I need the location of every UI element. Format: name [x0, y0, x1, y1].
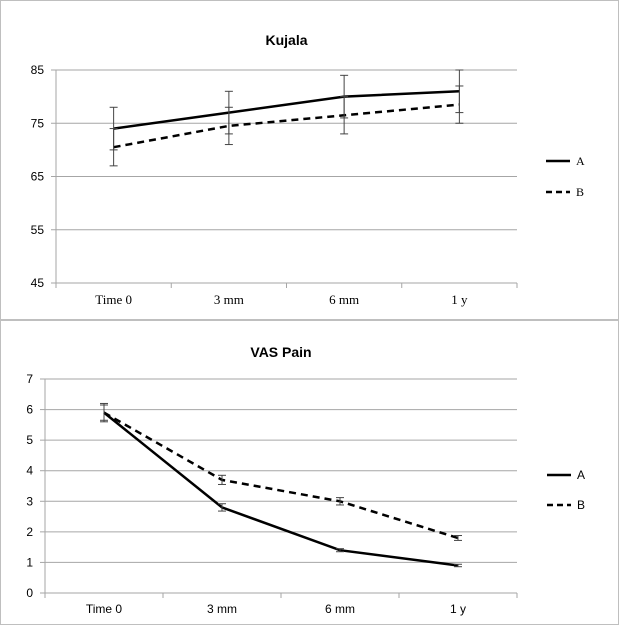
- vas-pain-chart-svg: VAS Pain 0 1 2 3 4 5 6 7 Time 0 3 mm 6 mm 1 y A B: [0, 320, 619, 625]
- vas-ytick-label-4: 4: [26, 464, 33, 478]
- kujala-ytick-label-55: 55: [31, 223, 45, 237]
- vas-ytick-label-5: 5: [26, 433, 33, 447]
- vas-frame: [0, 320, 619, 625]
- vas-xtick-label-0: Time 0: [86, 602, 123, 616]
- vas-legend-label-B: B: [577, 498, 585, 512]
- kujala-ytick-label-45: 45: [31, 276, 45, 290]
- kujala-chart: Kujala 45 55 65 75 85 Time 0 3 mm 6 mm 1 y A B: [0, 0, 619, 320]
- vas-xtick-label-3: 1 y: [450, 602, 466, 616]
- kujala-xtick-label-3: 1 y: [451, 292, 468, 307]
- vas-legend-label-A: A: [577, 468, 585, 482]
- kujala-series-B-line: [113, 103, 460, 149]
- vas-ytick-label-2: 2: [26, 525, 33, 539]
- kujala-chart-svg: Kujala 45 55 65 75 85 Time 0 3 mm 6 mm 1 y A B: [0, 0, 619, 320]
- kujala-xtick-label-0: Time 0: [95, 292, 132, 307]
- vas-ytick-label-1: 1: [26, 555, 33, 569]
- vas-ytick-label-7: 7: [26, 372, 33, 386]
- kujala-xtick-label-1: 3 mm: [214, 292, 244, 307]
- kujala-legend-label-B: B: [576, 185, 584, 199]
- vas-ytick-label-0: 0: [26, 586, 33, 600]
- kujala-series-A-line: [113, 90, 460, 130]
- kujala-ytick-label-85: 85: [31, 63, 45, 77]
- vas-ytick-label-3: 3: [26, 494, 33, 508]
- kujala-ytick-label-75: 75: [31, 116, 45, 130]
- vas-series-B-line: [103, 411, 459, 540]
- kujala-ytick-label-65: 65: [31, 170, 45, 184]
- kujala-legend-label-A: A: [576, 154, 585, 168]
- vas-xtick-label-1: 3 mm: [207, 602, 237, 616]
- kujala-frame: [0, 0, 619, 320]
- vas-title: VAS Pain: [250, 344, 311, 360]
- vas-ytick-label-6: 6: [26, 403, 33, 417]
- vas-series-A-line: [103, 411, 459, 567]
- vas-xtick-label-2: 6 mm: [325, 602, 355, 616]
- kujala-xtick-label-2: 6 mm: [329, 292, 359, 307]
- vas-pain-chart: VAS Pain 0 1 2 3 4 5 6 7 Time 0 3 mm 6 mm 1 y A B: [0, 320, 619, 625]
- kujala-title: Kujala: [265, 32, 307, 48]
